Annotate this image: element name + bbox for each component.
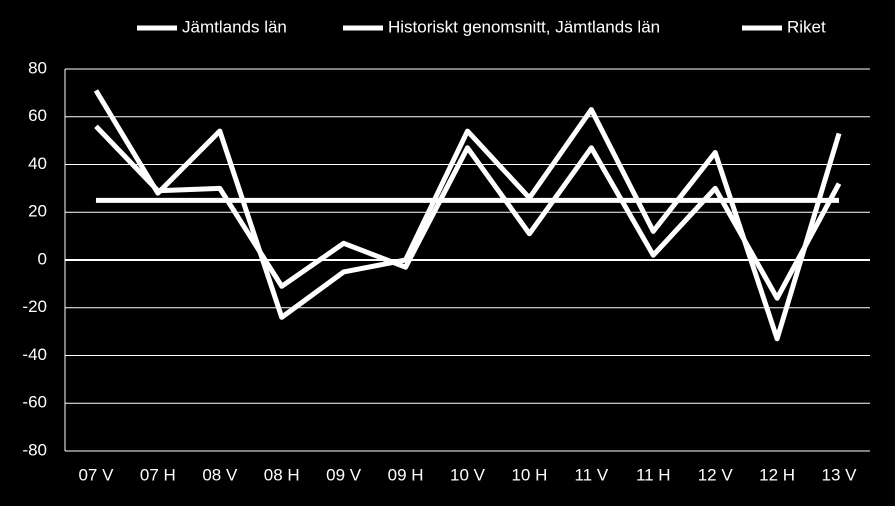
x-tick-label: 13 V [822, 465, 858, 484]
legend-label: Riket [787, 17, 826, 36]
legend-label: Historiskt genomsnitt, Jämtlands län [388, 17, 660, 36]
x-tick-label: 11 V [574, 465, 608, 484]
legend-label: Jämtlands län [182, 17, 287, 36]
y-tick-label: 40 [28, 154, 47, 173]
x-tick-label: 12 H [759, 465, 795, 484]
y-tick-label: 60 [28, 106, 47, 125]
y-tick-label: -80 [22, 440, 47, 459]
y-tick-label: -40 [22, 345, 47, 364]
y-tick-label: -20 [22, 297, 47, 316]
x-tick-label: 08 V [202, 465, 238, 484]
series-line [94, 124, 842, 301]
x-tick-label: 10 V [450, 465, 486, 484]
y-tick-label: -60 [22, 393, 47, 412]
x-tick-label: 08 H [264, 465, 300, 484]
y-tick-label: 0 [38, 249, 47, 268]
x-tick-label: 09 H [388, 465, 424, 484]
series-line [93, 89, 842, 342]
x-tick-label: 10 H [511, 465, 547, 484]
y-tick-label: 80 [28, 58, 47, 77]
x-tick-label: 07 H [140, 465, 176, 484]
x-tick-label: 07 V [78, 465, 114, 484]
x-tick-label: 12 V [698, 465, 734, 484]
x-tick-label: 09 V [326, 465, 362, 484]
y-tick-label: 20 [28, 202, 47, 221]
x-tick-label: 11 H [636, 465, 671, 484]
